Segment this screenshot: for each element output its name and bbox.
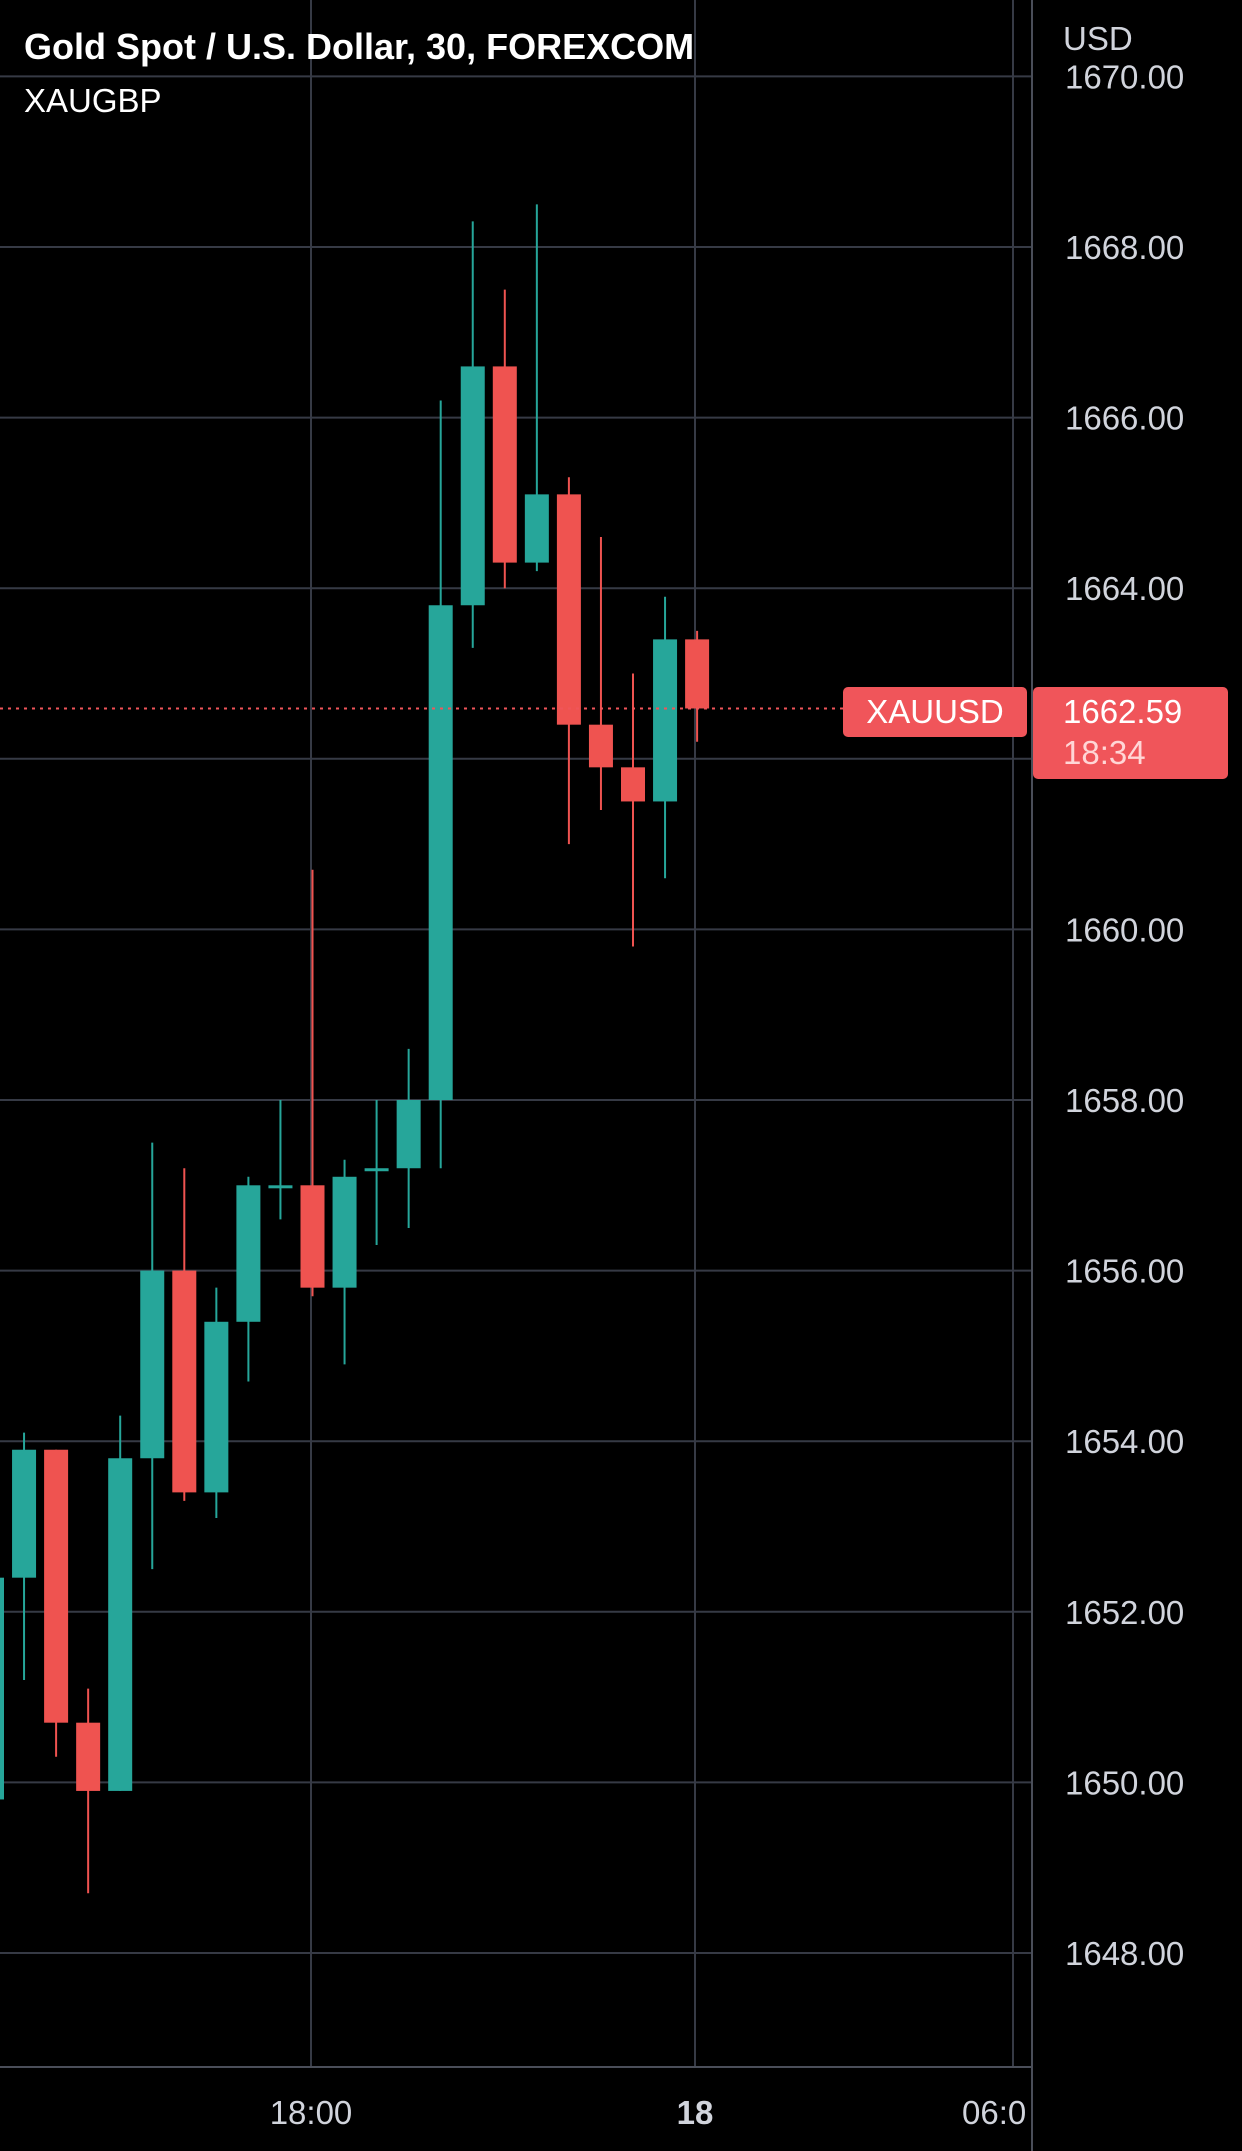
candle (44, 1449, 69, 1757)
candle (428, 400, 453, 1169)
candle (76, 1688, 101, 1894)
candle (172, 1168, 197, 1501)
candle-body (524, 494, 549, 563)
candle (0, 1577, 4, 1800)
candle-body (0, 1577, 4, 1800)
candle (364, 1100, 389, 1246)
candle (108, 1415, 133, 1791)
time-tick-label: 18 (677, 2094, 714, 2131)
candle-body (12, 1449, 37, 1578)
candle (685, 630, 710, 742)
chart-grid (0, 0, 1033, 2151)
candles (0, 204, 710, 1894)
time-tick-label: 18:00 (270, 2094, 353, 2131)
time-tick-label: 06:0 (962, 2094, 1026, 2131)
candle (653, 596, 678, 879)
candle (268, 1100, 293, 1220)
bar-countdown: 18:34 (1063, 734, 1146, 771)
price-tick-label: 1658.00 (1065, 1082, 1184, 1119)
price-tick-label: 1650.00 (1065, 1764, 1184, 1801)
candle-body (460, 366, 485, 606)
candle-body (44, 1449, 69, 1723)
symbol-price-badge: XAUUSD (843, 687, 1027, 737)
candle (621, 673, 645, 947)
currency-label: USD (1063, 20, 1133, 57)
last-price-badge: 1662.59 18:34 (1033, 687, 1228, 779)
candle-body (108, 1458, 133, 1791)
candle (524, 204, 549, 572)
candle (396, 1048, 421, 1228)
candle-body (204, 1321, 229, 1493)
candle (236, 1176, 261, 1382)
candle-body (300, 1185, 325, 1288)
candle-body (76, 1722, 101, 1791)
compare-symbol-label[interactable]: XAUGBP (24, 82, 162, 119)
price-tick-label: 1666.00 (1065, 400, 1184, 437)
candle-body (172, 1270, 197, 1493)
candle-body (621, 767, 645, 802)
candle-body (236, 1185, 261, 1322)
candle-body (364, 1168, 389, 1172)
price-tick-label: 1648.00 (1065, 1935, 1184, 1972)
price-tick-label: 1652.00 (1065, 1594, 1184, 1631)
chart-title[interactable]: Gold Spot / U.S. Dollar, 30, FOREXCOM (24, 26, 695, 67)
price-axis[interactable]: 1648.00 1650.00 1652.00 1654.00 1656.00 1658.… (1065, 58, 1184, 1972)
candle (460, 221, 485, 648)
candle-body (492, 366, 517, 563)
candle-body (268, 1185, 293, 1189)
candle (204, 1287, 229, 1518)
candle-body (332, 1176, 357, 1288)
candle-body (556, 494, 581, 725)
price-tick-label: 1668.00 (1065, 229, 1184, 266)
candle-body (685, 639, 710, 709)
candle (332, 1159, 357, 1365)
candle (12, 1432, 37, 1681)
candle-body (396, 1100, 421, 1169)
candle-body (140, 1270, 165, 1459)
candle (140, 1142, 165, 1570)
price-tick-label: 1664.00 (1065, 570, 1184, 607)
price-tick-label: 1670.00 (1065, 58, 1184, 95)
price-tick-label: 1654.00 (1065, 1423, 1184, 1460)
time-axis[interactable]: 18:00 18 06:0 (270, 2094, 1027, 2131)
candle-body (653, 639, 678, 802)
candle (300, 869, 325, 1297)
candle (588, 537, 613, 810)
price-tick-label: 1656.00 (1065, 1253, 1184, 1290)
candle-body (428, 605, 453, 1100)
candle (556, 477, 581, 845)
last-price-value: 1662.59 (1063, 693, 1183, 730)
symbol-badge-label: XAUUSD (866, 693, 1004, 730)
price-tick-label: 1660.00 (1065, 911, 1184, 948)
candle-body (588, 724, 613, 768)
candle (492, 289, 517, 589)
